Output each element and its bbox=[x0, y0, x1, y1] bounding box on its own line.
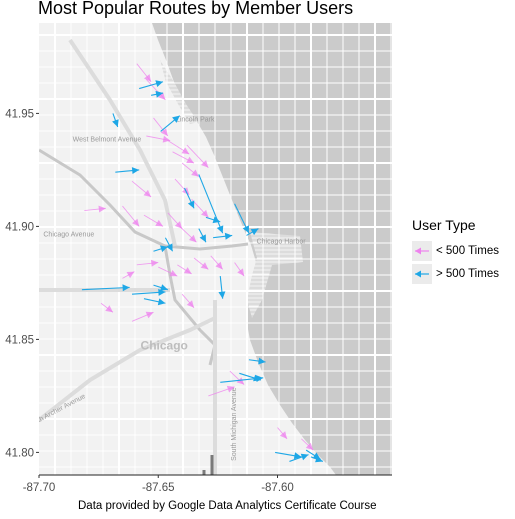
legend-item-low: < 500 Times bbox=[412, 239, 499, 262]
legend-key-high bbox=[412, 263, 432, 284]
route-arrowhead bbox=[155, 80, 164, 88]
route-arrowhead bbox=[279, 431, 288, 439]
route-arrowhead bbox=[144, 74, 152, 82]
legend-label-high: > 500 Times bbox=[436, 267, 499, 280]
route-arrowhead bbox=[150, 259, 159, 267]
y-tick-label: 41.90 bbox=[5, 221, 34, 233]
lakefront-park-north bbox=[160, 60, 198, 124]
route-arrowhead bbox=[212, 216, 221, 224]
chart-title: Most Popular Routes by Member Users bbox=[38, 0, 354, 18]
route-arrowhead bbox=[215, 261, 223, 270]
x-tick-label: -87.70 bbox=[23, 482, 56, 494]
route-arrowhead bbox=[166, 243, 173, 252]
route-arrowhead bbox=[145, 311, 154, 319]
route-arrowhead bbox=[155, 90, 164, 98]
y-tick-label: 41.95 bbox=[5, 108, 34, 120]
y-tick-label: 41.85 bbox=[5, 334, 34, 346]
map-label: West Belmont Avenue bbox=[73, 137, 142, 144]
route-arrowhead bbox=[112, 119, 119, 127]
route-arrowhead bbox=[186, 300, 195, 308]
route-arrowhead bbox=[162, 135, 171, 143]
chicago-river bbox=[39, 148, 249, 251]
route-line bbox=[198, 174, 224, 234]
legend-item-high: > 500 Times bbox=[412, 262, 499, 285]
route-arrowhead bbox=[132, 218, 140, 227]
x-axis: -87.70 -87.65 -87.60 bbox=[23, 475, 294, 494]
route-arrowhead bbox=[237, 268, 245, 277]
route-arrowhead bbox=[236, 377, 245, 385]
route-arrowhead bbox=[158, 92, 166, 100]
route-arrowhead bbox=[122, 284, 130, 292]
chart-caption: Data provided by Google Data Analytics C… bbox=[78, 500, 377, 512]
highway-south-segment bbox=[202, 455, 214, 475]
route-arrowhead bbox=[188, 234, 197, 243]
arrow-left-icon bbox=[415, 247, 429, 254]
lakefront-park bbox=[247, 232, 303, 318]
route-arrowhead bbox=[105, 305, 113, 313]
route-arrowhead bbox=[98, 205, 106, 213]
route-arrowhead bbox=[305, 442, 314, 451]
route-arrowhead bbox=[199, 234, 206, 243]
y-tick-label: 41.80 bbox=[5, 447, 34, 459]
route-arrowhead bbox=[191, 169, 199, 177]
route-arrowhead bbox=[187, 200, 195, 209]
legend-label-low: < 500 Times bbox=[436, 244, 499, 257]
route-arrowhead bbox=[126, 271, 135, 279]
route-arrowhead bbox=[218, 291, 226, 299]
route-arrowhead bbox=[169, 269, 178, 277]
route-arrowhead bbox=[160, 245, 168, 253]
route-arrowhead bbox=[258, 357, 266, 365]
basemap: Chicago West Belmont Avenue Chicago Avenue… bbox=[39, 23, 392, 475]
route-arrowhead bbox=[201, 209, 209, 218]
route-arrowhead bbox=[155, 219, 164, 227]
x-tick-label: -87.65 bbox=[142, 482, 175, 494]
legend: User Type < 500 Times > 500 Times bbox=[412, 217, 499, 285]
route-arrowhead bbox=[186, 156, 195, 164]
route-arrowhead bbox=[172, 115, 180, 123]
map-label: South Michigan Avenue bbox=[231, 387, 238, 461]
route-arrowhead bbox=[226, 385, 235, 393]
x-tick-label: -87.60 bbox=[261, 482, 294, 494]
highway-stevenson bbox=[39, 316, 216, 422]
route-arrowhead bbox=[160, 284, 168, 291]
route-layer bbox=[81, 63, 324, 463]
route-arrowhead bbox=[157, 298, 166, 306]
route-arrowhead bbox=[183, 267, 192, 274]
route-arrowhead bbox=[160, 128, 168, 136]
route-line bbox=[81, 286, 130, 291]
route-arrowhead bbox=[143, 189, 152, 198]
map-label: Chicago Avenue bbox=[43, 232, 94, 239]
map-label: Chicago bbox=[141, 339, 188, 353]
route-arrowhead bbox=[131, 167, 140, 175]
highway-kennedy bbox=[68, 38, 177, 247]
arrow-left-icon bbox=[415, 270, 429, 277]
route-arrowhead bbox=[315, 455, 323, 463]
route-arrowhead bbox=[250, 228, 259, 236]
map-label: Chicago Harbor bbox=[257, 238, 307, 245]
route-arrowhead bbox=[242, 225, 249, 234]
route-arrowhead bbox=[216, 225, 224, 234]
map-label: Lincoln Park bbox=[176, 116, 215, 123]
route-arrowhead bbox=[224, 232, 233, 240]
route-arrowhead bbox=[200, 262, 209, 270]
legend-key-low bbox=[412, 240, 432, 261]
route-arrowhead bbox=[158, 288, 166, 296]
route-arrowhead bbox=[253, 374, 261, 382]
y-axis: 41.80 41.85 41.90 41.95 bbox=[5, 108, 39, 459]
route-arrowhead bbox=[300, 453, 309, 461]
route-arrowhead bbox=[200, 160, 209, 168]
route-arrowhead bbox=[181, 147, 190, 155]
legend-title: User Type bbox=[412, 217, 476, 233]
